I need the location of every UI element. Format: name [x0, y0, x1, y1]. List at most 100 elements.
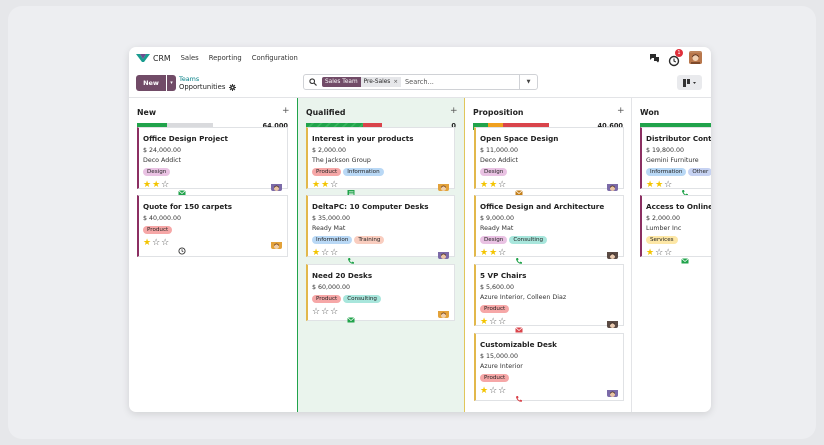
star-icon[interactable]: ★ — [152, 180, 162, 190]
phone-icon[interactable] — [515, 257, 523, 265]
priority-stars[interactable]: ☆☆☆ — [312, 308, 339, 317]
star-icon[interactable]: ★ — [480, 248, 490, 258]
gear-icon[interactable] — [229, 83, 237, 91]
star-icon[interactable]: ★ — [143, 238, 153, 248]
activity-button[interactable] — [681, 182, 689, 196]
star-icon[interactable]: ☆ — [152, 238, 162, 248]
priority-stars[interactable]: ★☆☆ — [480, 318, 507, 327]
tag-design[interactable]: Design — [480, 236, 508, 244]
star-icon[interactable]: ★ — [321, 180, 331, 190]
opportunity-card[interactable]: Customizable Desk $ 15,000.00 Azure Interi… — [474, 333, 624, 402]
star-icon[interactable]: ★ — [489, 180, 499, 190]
priority-stars[interactable]: ★☆☆ — [143, 239, 170, 248]
menu-reporting[interactable]: Reporting — [208, 54, 242, 62]
star-icon[interactable]: ★ — [312, 248, 322, 258]
tag-product[interactable]: Product — [480, 305, 510, 313]
add-card-plus-icon[interactable]: + — [450, 106, 458, 116]
view-switcher-button[interactable] — [677, 75, 702, 90]
phone-icon[interactable] — [347, 257, 355, 265]
opportunity-card[interactable]: Office Design Project $ 24,000.00 Deco Add… — [137, 127, 288, 196]
star-icon[interactable]: ☆ — [312, 307, 322, 317]
priority-stars[interactable]: ★★☆ — [143, 181, 170, 190]
star-icon[interactable]: ☆ — [330, 180, 340, 190]
tag-other[interactable]: Other — [688, 168, 711, 176]
star-icon[interactable]: ☆ — [664, 248, 674, 258]
priority-stars[interactable]: ★★☆ — [312, 181, 339, 190]
priority-stars[interactable]: ★☆☆ — [646, 249, 673, 258]
star-icon[interactable]: ☆ — [321, 307, 331, 317]
email-icon[interactable] — [515, 189, 523, 197]
progress-red[interactable] — [363, 123, 382, 130]
priority-stars[interactable]: ★☆☆ — [312, 249, 339, 258]
tag-consulting[interactable]: Consulting — [509, 236, 548, 244]
star-icon[interactable]: ★ — [480, 180, 490, 190]
column-progress-bar[interactable] — [137, 123, 213, 130]
opportunity-card[interactable]: 5 VP Chairs $ 5,600.00 Azure Interior, Col… — [474, 264, 624, 333]
activity-button[interactable] — [347, 309, 355, 323]
salesperson-avatar[interactable] — [438, 180, 449, 191]
tag-information[interactable]: Information — [646, 168, 687, 176]
crm-logo-icon[interactable] — [136, 53, 150, 63]
activity-button[interactable] — [515, 250, 523, 264]
star-icon[interactable]: ☆ — [498, 180, 508, 190]
new-dropdown-caret-icon[interactable]: ▾ — [167, 75, 176, 91]
progress-gray[interactable] — [167, 123, 213, 130]
chat-icon[interactable] — [649, 53, 660, 63]
column-progress-bar[interactable] — [473, 123, 549, 130]
email-icon[interactable] — [178, 189, 186, 197]
salesperson-avatar[interactable] — [438, 307, 449, 318]
tag-services[interactable]: Services — [646, 236, 678, 244]
user-avatar[interactable] — [689, 51, 702, 64]
priority-stars[interactable]: ★★☆ — [480, 181, 507, 190]
opportunity-card[interactable]: Need 20 Desks $ 60,000.00 Product Consultin… — [306, 264, 455, 323]
email-icon[interactable] — [515, 326, 523, 334]
star-icon[interactable]: ☆ — [489, 386, 499, 396]
activity-button[interactable] — [347, 250, 355, 264]
activity-button[interactable] — [178, 240, 186, 255]
opportunity-card[interactable]: Access to Online C $ 2,000.00 Lumber Inc Se… — [640, 195, 711, 264]
progress-green[interactable] — [137, 123, 168, 130]
tag-product[interactable]: Product — [143, 226, 173, 234]
activity-button[interactable] — [515, 388, 523, 402]
star-icon[interactable]: ☆ — [498, 317, 508, 327]
star-icon[interactable]: ☆ — [489, 317, 499, 327]
progress-green[interactable] — [473, 123, 489, 130]
star-icon[interactable]: ★ — [143, 180, 153, 190]
opportunity-card[interactable]: Interest in your products $ 2,000.00 The J… — [306, 127, 455, 196]
phone-icon[interactable] — [515, 395, 523, 403]
salesperson-avatar[interactable] — [607, 317, 618, 328]
facet-remove-icon[interactable]: × — [393, 79, 398, 85]
opportunity-card[interactable]: DeltaPC: 10 Computer Desks $ 35,000.00 Rea… — [306, 195, 455, 264]
star-icon[interactable]: ★ — [480, 386, 490, 396]
tag-information[interactable]: Information — [312, 236, 353, 244]
tag-product[interactable]: Product — [312, 295, 342, 303]
opportunity-card[interactable]: Open Space Design $ 11,000.00 Deco Addict D… — [474, 127, 624, 196]
priority-stars[interactable]: ★★☆ — [480, 249, 507, 258]
star-icon[interactable]: ☆ — [321, 248, 331, 258]
star-icon[interactable]: ☆ — [664, 180, 674, 190]
activity-button[interactable] — [515, 319, 523, 333]
priority-stars[interactable]: ★★☆ — [646, 181, 673, 190]
email-icon[interactable] — [681, 257, 689, 265]
list-icon[interactable] — [347, 189, 355, 197]
app-name[interactable]: CRM — [153, 53, 171, 63]
star-icon[interactable]: ★ — [655, 180, 665, 190]
opportunity-card[interactable]: Quote for 150 carpets $ 40,000.00 Product ★… — [137, 195, 288, 257]
star-icon[interactable]: ★ — [312, 180, 322, 190]
star-icon[interactable]: ★ — [646, 180, 656, 190]
menu-sales[interactable]: Sales — [180, 54, 199, 62]
progress-red[interactable] — [503, 123, 549, 130]
salesperson-avatar[interactable] — [607, 248, 618, 259]
search-input[interactable] — [404, 78, 505, 86]
salesperson-avatar[interactable] — [607, 386, 618, 397]
tag-product[interactable]: Product — [480, 374, 510, 382]
activity-button[interactable] — [515, 182, 523, 196]
email-icon[interactable] — [347, 316, 355, 324]
activity-button[interactable] — [178, 182, 186, 196]
column-progress-bar[interactable] — [640, 123, 711, 130]
priority-stars[interactable]: ★☆☆ — [480, 387, 507, 396]
tag-design[interactable]: Design — [480, 168, 508, 176]
star-icon[interactable]: ☆ — [330, 307, 340, 317]
search-icon[interactable] — [309, 78, 317, 86]
progress-orange[interactable] — [488, 123, 504, 130]
